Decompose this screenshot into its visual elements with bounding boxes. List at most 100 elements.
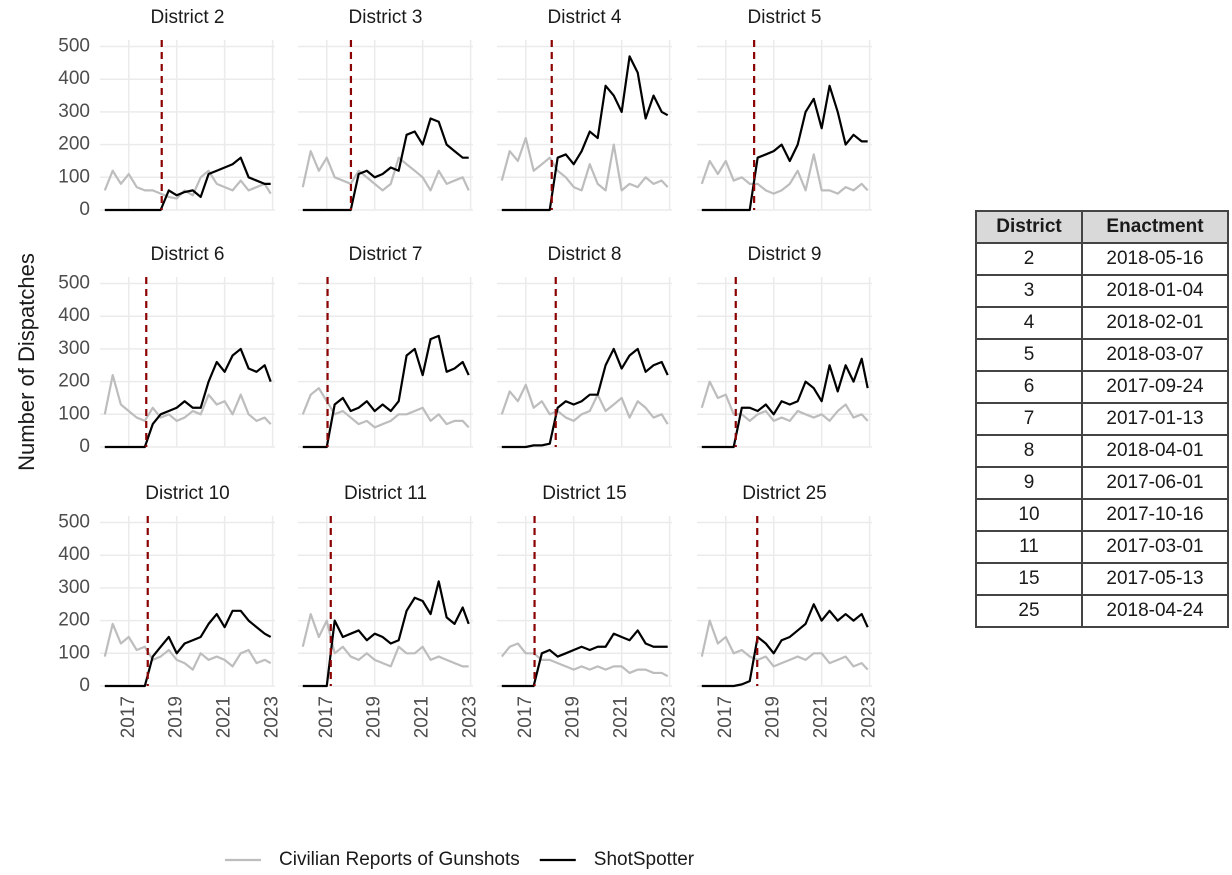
legend-label: Civilian Reports of Gunshots: [279, 849, 520, 870]
x-tick-label: 2023: [859, 696, 880, 738]
table-cell: 15: [975, 562, 1083, 596]
y-tick-label: 100: [58, 642, 90, 663]
x-tick-label: 2019: [166, 696, 187, 738]
x-tick-label: 2023: [262, 696, 283, 738]
table-cell: 2: [975, 242, 1083, 276]
line: [701, 603, 869, 688]
panel-title: District 3: [349, 7, 423, 28]
x-tick-label: 2021: [412, 696, 433, 738]
line: [700, 380, 869, 422]
line: [104, 347, 272, 449]
line: [500, 136, 669, 192]
y-tick-label: 500: [58, 36, 90, 57]
table-cell: 8: [975, 434, 1083, 468]
y-axis-label: Number of Dispatches: [14, 253, 39, 471]
line: [701, 357, 869, 449]
y-tick-label: 100: [58, 403, 90, 424]
panel-title: District 9: [748, 244, 822, 265]
line: [501, 629, 668, 688]
x-tick-label: 2017: [715, 696, 736, 738]
line: [700, 619, 869, 671]
table-cell: 4: [975, 306, 1083, 340]
line: [701, 84, 868, 212]
x-tick-label: 2019: [563, 696, 584, 738]
line: [500, 642, 669, 678]
table-cell: 2018-01-04: [1081, 274, 1229, 308]
y-tick-label: 200: [58, 134, 90, 155]
table-cell: 2017-09-24: [1081, 370, 1229, 404]
x-tick-label: 2023: [460, 696, 481, 738]
table-cell: 7: [975, 402, 1083, 436]
y-tick-label: 200: [58, 610, 90, 631]
line: [301, 150, 470, 192]
line: [700, 153, 869, 195]
panel-title: District 11: [344, 483, 427, 504]
line: [302, 334, 470, 449]
panel-title: District 8: [548, 244, 622, 265]
table-cell: 2017-03-01: [1081, 530, 1229, 564]
y-tick-label: 300: [58, 338, 90, 359]
y-tick-label: 500: [58, 273, 90, 294]
table-row: 4 2018-02-01: [975, 306, 1229, 340]
panel-title: District 5: [748, 7, 822, 28]
table-row: 15 2017-05-13: [975, 562, 1229, 596]
table-row: 5 2018-03-07: [975, 338, 1229, 372]
table-row: 11 2017-03-01: [975, 530, 1229, 564]
y-tick-label: 400: [58, 544, 90, 565]
table-row: 8 2018-04-01: [975, 434, 1229, 468]
y-tick-label: 100: [58, 166, 90, 187]
panel-title: District 7: [349, 244, 423, 265]
line: [500, 383, 669, 425]
table-cell: 2018-04-24: [1081, 594, 1229, 628]
y-tick-label: 0: [79, 675, 90, 696]
y-tick-label: 400: [58, 305, 90, 326]
table-cell: 2018-04-01: [1081, 434, 1229, 468]
line: [104, 609, 272, 688]
table-row: 7 2017-01-13: [975, 402, 1229, 436]
table-cell: 2017-06-01: [1081, 466, 1229, 500]
line: [501, 55, 669, 212]
x-tick-label: 2021: [611, 696, 632, 738]
y-tick-label: 200: [58, 371, 90, 392]
header-cell: Enactment: [1081, 210, 1229, 244]
table-cell: 3: [975, 274, 1083, 308]
panel-title: District 25: [742, 483, 826, 504]
table-cell: 11: [975, 530, 1083, 564]
table-cell: 6: [975, 370, 1083, 404]
header-cell: District: [975, 210, 1083, 244]
panel-title: District 2: [151, 7, 225, 28]
y-tick-label: 0: [79, 436, 90, 457]
y-tick-label: 0: [79, 199, 90, 220]
table-row: 6 2017-09-24: [975, 370, 1229, 404]
y-tick-label: 300: [58, 577, 90, 598]
y-tick-label: 300: [58, 101, 90, 122]
x-tick-label: 2023: [659, 696, 680, 738]
table-cell: 2018-02-01: [1081, 306, 1229, 340]
chart: Number of Dispatches District 2 0 100 200 30…: [14, 7, 880, 870]
table-cell: 2017-10-16: [1081, 498, 1229, 532]
table-row: 2 2018-05-16: [975, 242, 1229, 276]
line: [302, 580, 470, 688]
line: [302, 117, 469, 212]
y-tick-label: 500: [58, 512, 90, 533]
x-tick-label: 2021: [811, 696, 832, 738]
table-cell: 2017-05-13: [1081, 562, 1229, 596]
legend-label: ShotSpotter: [594, 849, 695, 870]
x-tick-label: 2017: [316, 696, 337, 738]
table-row: 10 2017-10-16: [975, 498, 1229, 532]
x-tick-label: 2017: [515, 696, 536, 738]
table-cell: 5: [975, 338, 1083, 372]
table-row: 9 2017-06-01: [975, 466, 1229, 500]
table-cell: 2018-05-16: [1081, 242, 1229, 276]
table-header: District Enactment: [975, 210, 1229, 244]
table-row: 3 2018-01-04: [975, 274, 1229, 308]
line: [301, 387, 470, 429]
line: [103, 373, 272, 425]
panel-title: District 15: [542, 483, 626, 504]
x-tick-label: 2017: [118, 696, 139, 738]
x-tick-label: 2021: [214, 696, 235, 738]
x-tick-label: 2019: [763, 696, 784, 738]
y-tick-label: 400: [58, 68, 90, 89]
panel-title: District 6: [151, 244, 225, 265]
